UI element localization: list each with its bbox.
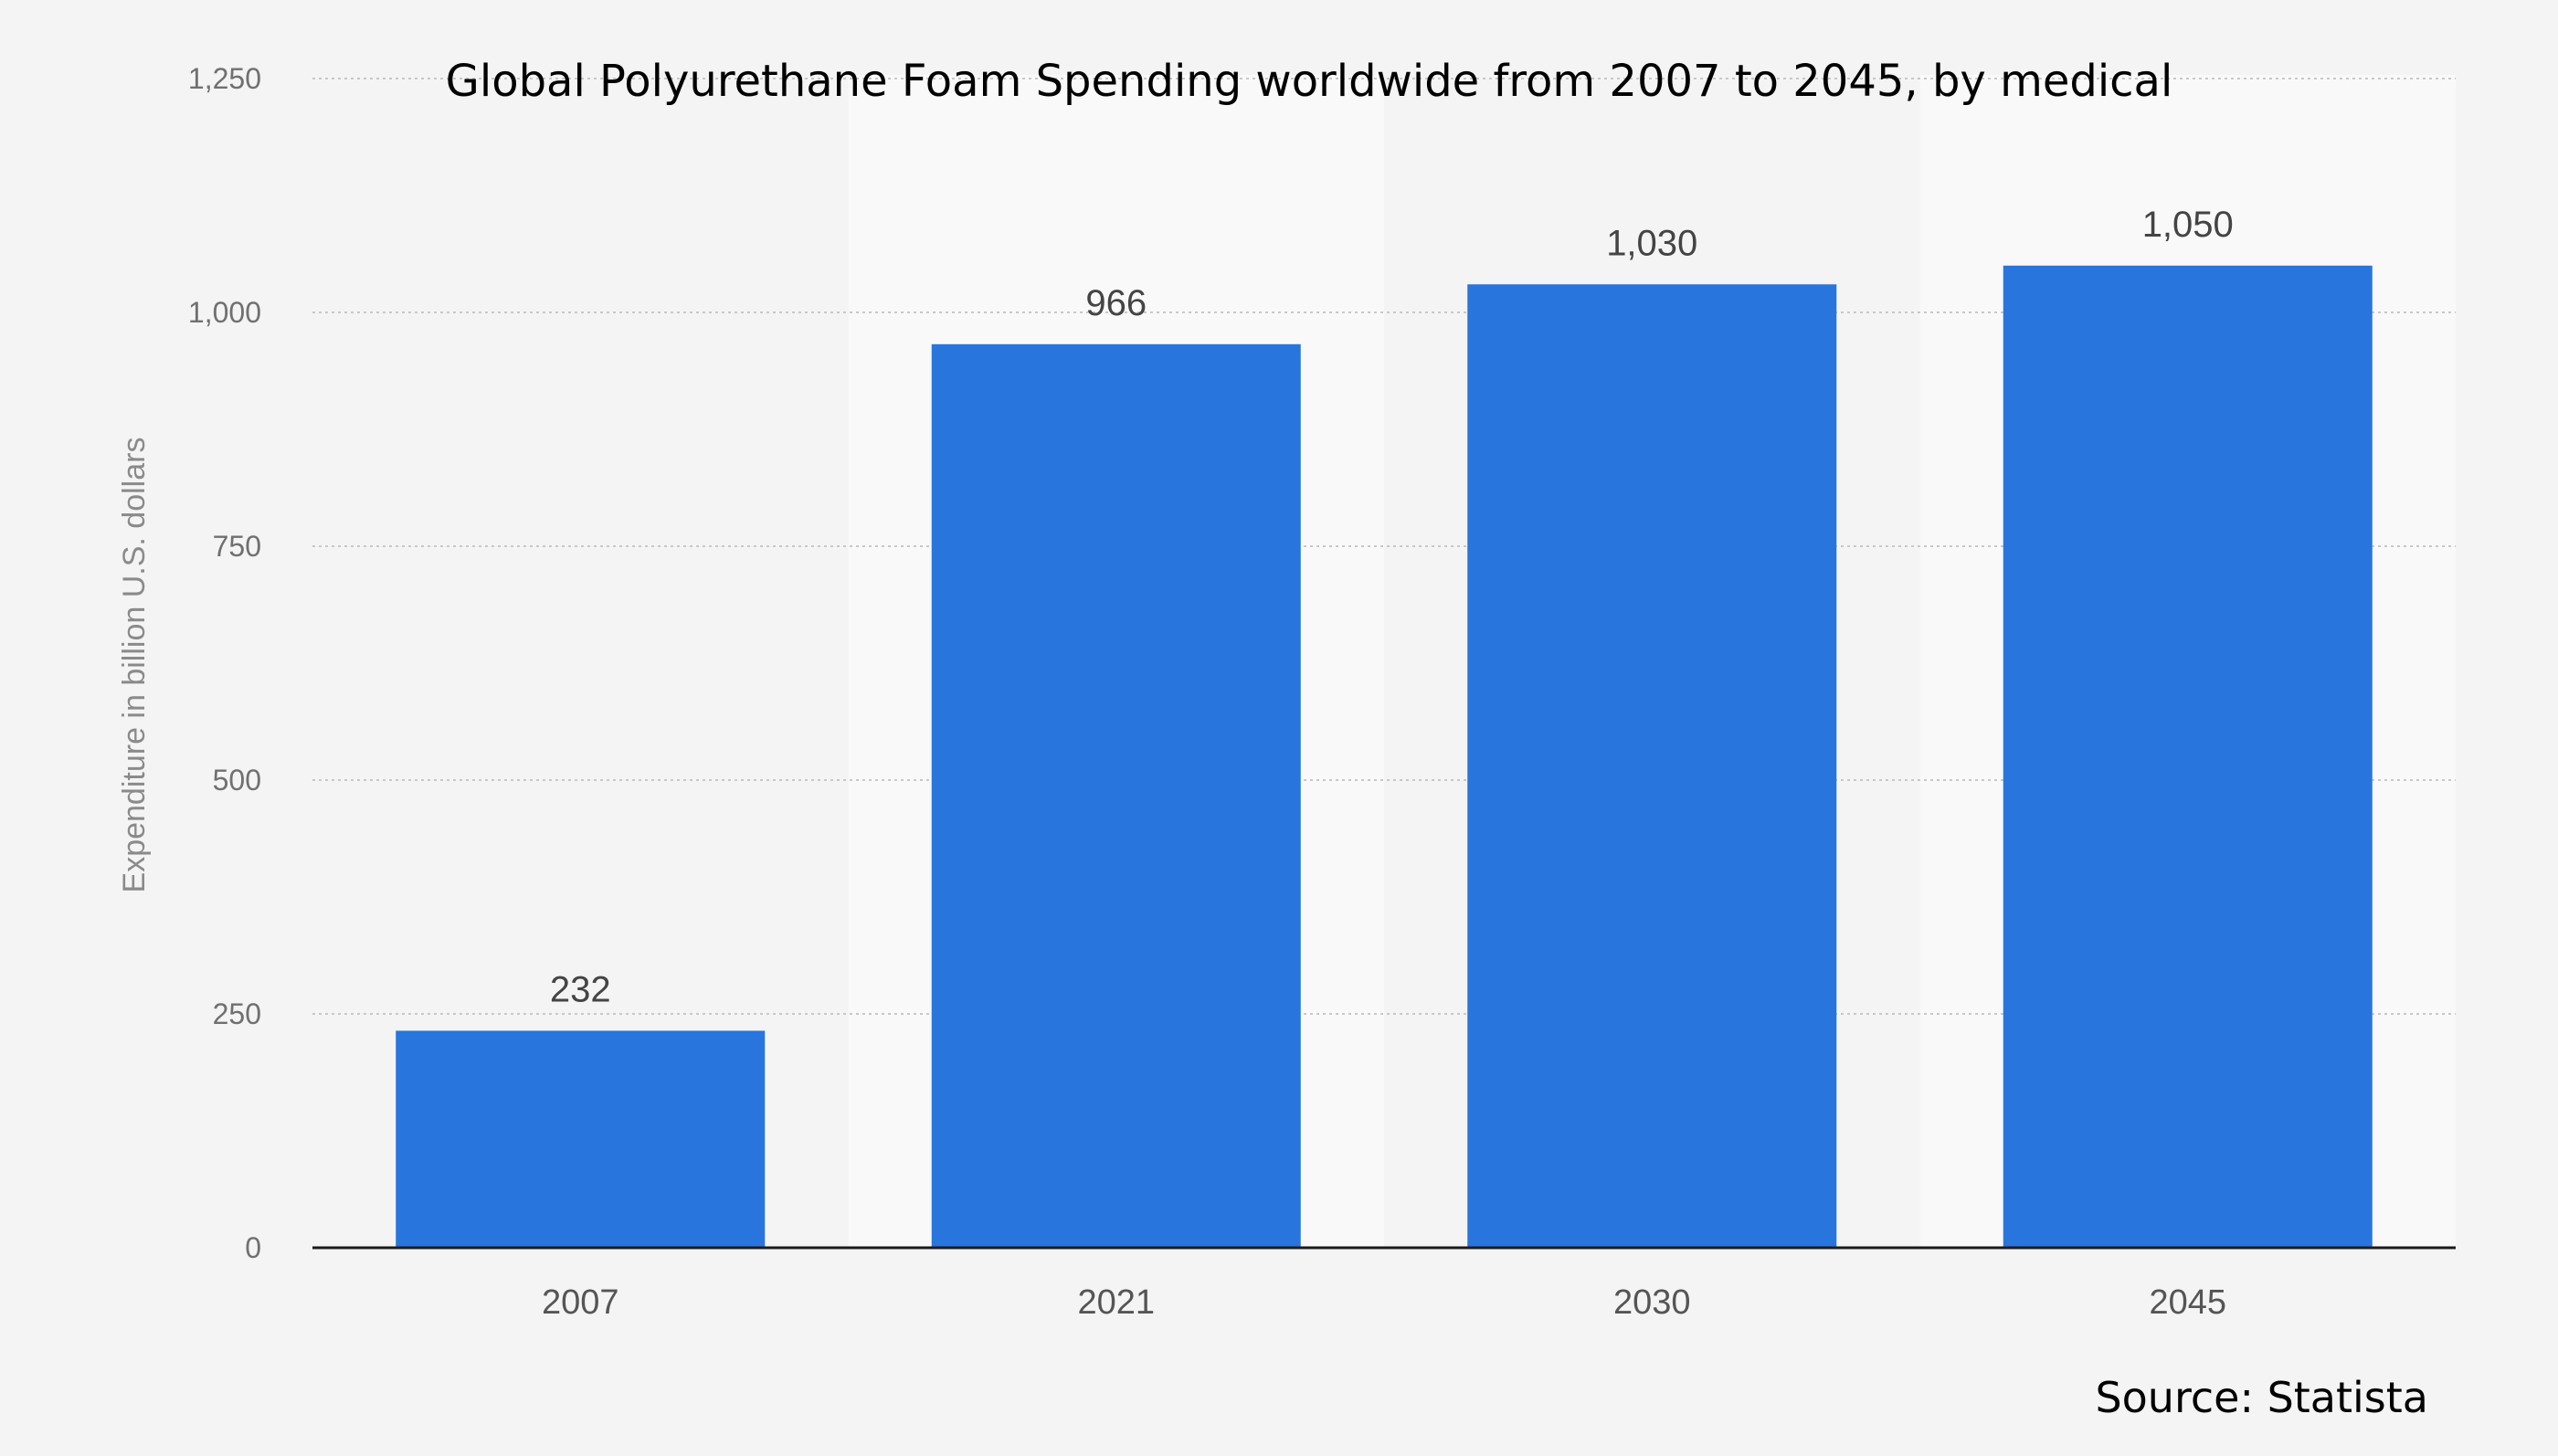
bar-2045 bbox=[2003, 265, 2373, 1248]
data-label-2045: 1,050 bbox=[2142, 205, 2234, 245]
y-tick-label: 1,250 bbox=[188, 62, 261, 95]
data-label-2030: 1,030 bbox=[1606, 223, 1697, 263]
source-note: Source: Statista bbox=[2095, 1373, 2428, 1422]
data-label-2021: 966 bbox=[1085, 283, 1147, 323]
y-tick-label: 500 bbox=[213, 764, 261, 797]
y-tick-label: 250 bbox=[213, 997, 261, 1030]
data-labels: 232 966 1,030 1,050 bbox=[550, 205, 2234, 1010]
y-axis-title: Expenditure in billion U.S. dollars bbox=[117, 438, 152, 893]
x-tick-label-2021: 2021 bbox=[1077, 1283, 1155, 1322]
bar-2007 bbox=[396, 1030, 766, 1248]
bars bbox=[396, 265, 2373, 1248]
y-axis-ticks: 0 250 500 750 1,000 1,250 bbox=[188, 62, 261, 1264]
chart-title: Global Polyurethane Foam Spending worldw… bbox=[446, 56, 2173, 107]
y-tick-label: 750 bbox=[213, 530, 261, 563]
x-tick-label-2030: 2030 bbox=[1613, 1283, 1691, 1322]
x-tick-label-2007: 2007 bbox=[542, 1283, 619, 1322]
x-tick-label-2045: 2045 bbox=[2149, 1283, 2226, 1322]
bar-2021 bbox=[931, 343, 1301, 1248]
x-axis-categories: 2007 2021 2030 2045 bbox=[542, 1283, 2226, 1322]
y-tick-label: 0 bbox=[245, 1231, 261, 1264]
y-tick-label: 1,000 bbox=[188, 296, 261, 329]
bar-2030 bbox=[1467, 284, 1837, 1248]
data-label-2007: 232 bbox=[550, 969, 611, 1009]
